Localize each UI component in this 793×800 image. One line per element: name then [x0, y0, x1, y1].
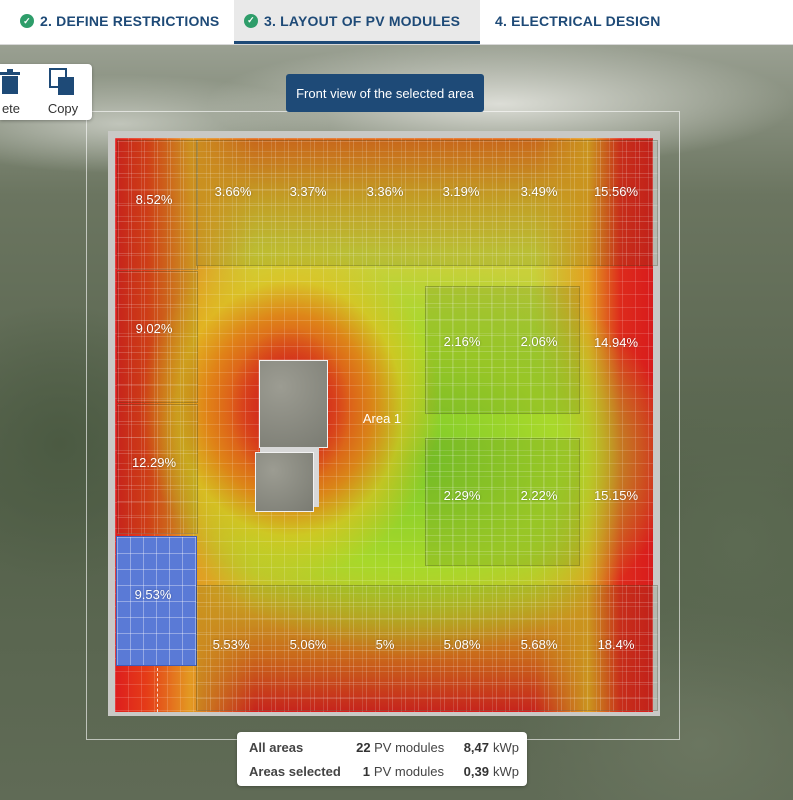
shading-percent: 2.22%	[520, 488, 558, 503]
pv-module-group[interactable]	[425, 286, 580, 414]
shading-percent: 5%	[375, 637, 395, 652]
shading-percent: 9.02%	[135, 321, 173, 336]
shading-percent: 15.56%	[593, 184, 639, 199]
delete-button[interactable]: ete	[0, 64, 36, 120]
shading-percent: 2.29%	[443, 488, 481, 503]
tab-label: 2. DEFINE RESTRICTIONS	[40, 13, 220, 29]
shading-percent: 5.53%	[212, 637, 250, 652]
shading-percent: 5.68%	[520, 637, 558, 652]
shading-percent: 3.49%	[520, 184, 558, 199]
shading-percent: 5.08%	[443, 637, 481, 652]
summary-label: Areas selected	[249, 763, 341, 779]
roof-obstacle-3d[interactable]	[255, 452, 314, 512]
shading-percent: 3.66%	[214, 184, 252, 199]
pv-module-group[interactable]	[425, 438, 580, 566]
module-count-unit: PV modules	[373, 763, 445, 779]
shading-percent: 14.94%	[593, 335, 639, 350]
shading-percent: 15.15%	[593, 488, 639, 503]
trash-icon	[0, 69, 20, 94]
copy-icon	[49, 68, 74, 95]
front-view-tooltip: Front view of the selected area	[286, 74, 484, 112]
tab-define-restrictions[interactable]: ✓ 2. DEFINE RESTRICTIONS	[20, 0, 219, 42]
pv-module[interactable]	[117, 140, 198, 270]
tab-layout-pv-modules[interactable]: ✓ 3. LAYOUT OF PV MODULES	[234, 0, 481, 44]
shading-percent: 3.36%	[366, 184, 404, 199]
row-divider	[157, 668, 158, 712]
shading-percent: 3.19%	[442, 184, 480, 199]
tab-electrical-design[interactable]: 4. ELECTRICAL DESIGN	[495, 0, 661, 42]
shading-heatmap[interactable]	[115, 138, 653, 712]
edit-toolbar: ete Copy	[0, 64, 92, 120]
step-tabs: ✓ 2. DEFINE RESTRICTIONS ✓ 3. LAYOUT OF …	[0, 0, 793, 45]
power-value: 0,39	[463, 763, 489, 779]
summary-all-areas: All areas 22 PV modules 8,47 kWp	[249, 737, 519, 757]
summary-label: All areas	[249, 739, 304, 755]
power-unit: kWp	[493, 739, 519, 755]
check-icon: ✓	[244, 13, 258, 28]
summary-panel: All areas 22 PV modules 8,47 kWp Areas s…	[237, 732, 527, 786]
pv-module[interactable]	[117, 271, 198, 403]
pv-module-row[interactable]	[196, 585, 658, 711]
shading-percent: 5.06%	[289, 637, 327, 652]
module-count: 22	[356, 739, 371, 755]
module-count: 1	[362, 763, 370, 779]
shading-percent: 8.52%	[135, 192, 173, 207]
summary-areas-selected: Areas selected 1 PV modules 0,39 kWp	[249, 761, 519, 781]
tab-label: 3. LAYOUT OF PV MODULES	[264, 12, 461, 29]
shading-percent: 3.37%	[289, 184, 327, 199]
power-value: 8,47	[463, 739, 489, 755]
pv-module-selected[interactable]	[116, 536, 197, 666]
pv-module[interactable]	[117, 404, 198, 534]
shading-percent: 9.53%	[134, 587, 172, 602]
shading-percent: 18.4%	[597, 637, 635, 652]
shading-percent: 2.06%	[520, 334, 558, 349]
check-icon: ✓	[20, 14, 34, 28]
roof-obstacle[interactable]	[259, 360, 328, 448]
shading-percent: 2.16%	[443, 334, 481, 349]
delete-label: ete	[1, 101, 21, 116]
power-unit: kWp	[492, 763, 519, 779]
copy-button[interactable]: Copy	[38, 64, 88, 120]
area-label[interactable]: Area 1	[362, 411, 402, 426]
copy-label: Copy	[47, 101, 79, 116]
shading-percent: 12.29%	[131, 455, 177, 470]
module-count-unit: PV modules	[374, 739, 445, 755]
pv-module-row[interactable]	[196, 140, 658, 266]
tab-label: 4. ELECTRICAL DESIGN	[495, 13, 661, 29]
